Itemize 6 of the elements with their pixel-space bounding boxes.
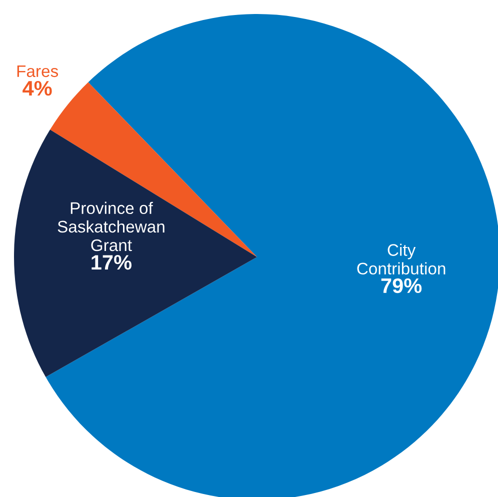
data-label: 4% <box>22 80 52 96</box>
slice-label: Fares <box>17 65 58 78</box>
slice-label: Province of Saskatchewan Grant <box>58 202 164 252</box>
slice-label: City Contribution <box>357 244 446 274</box>
data-label: 17% <box>92 255 132 270</box>
data-label: 79% <box>381 278 422 294</box>
